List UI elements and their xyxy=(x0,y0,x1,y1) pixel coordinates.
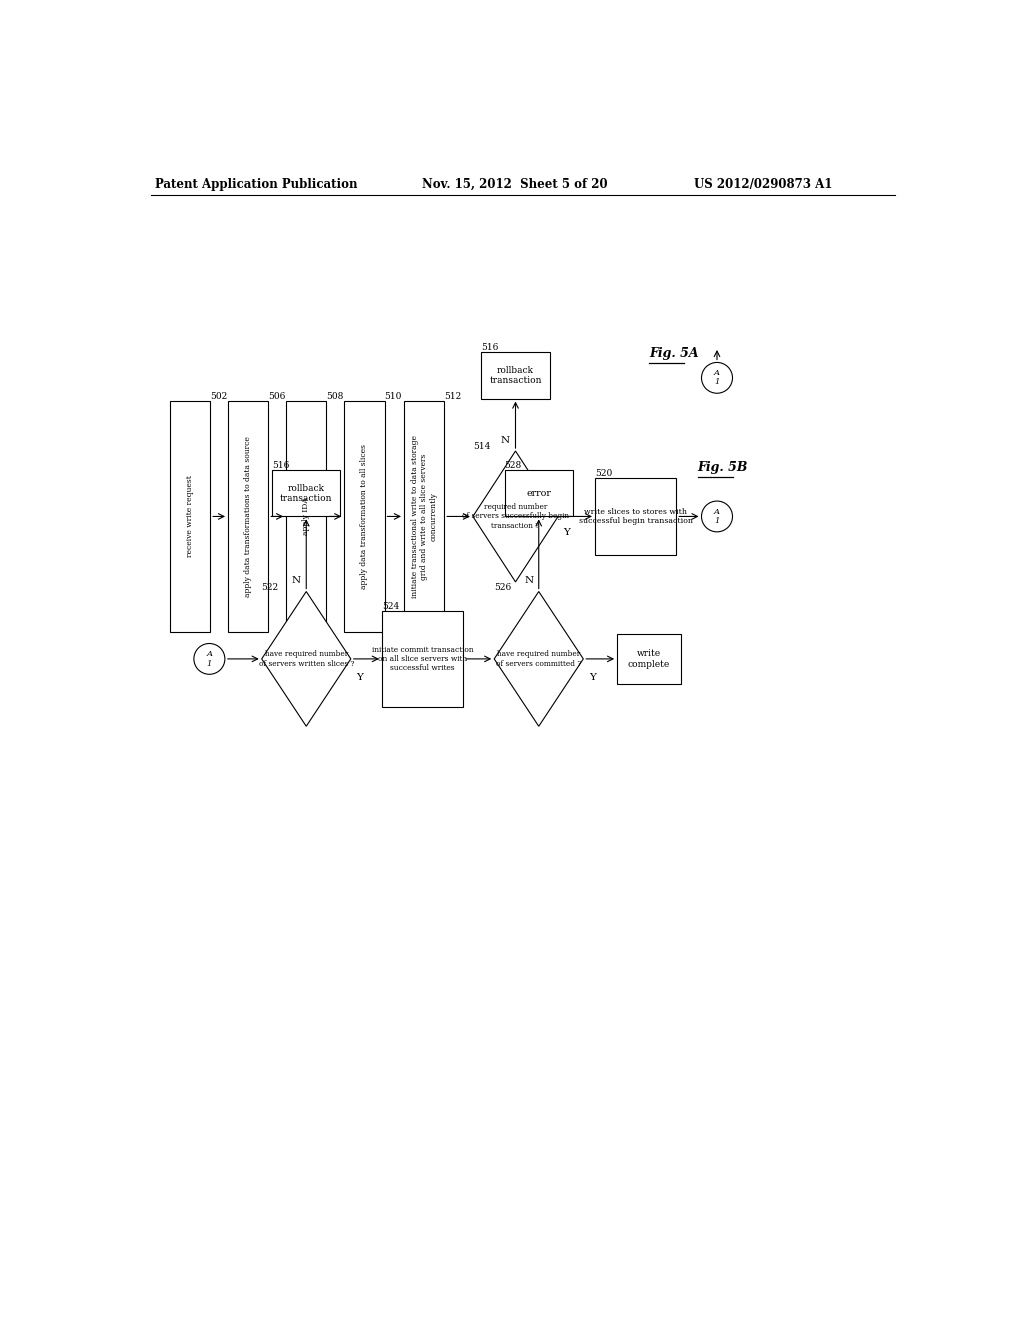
FancyBboxPatch shape xyxy=(617,634,681,684)
Text: 522: 522 xyxy=(262,582,279,591)
FancyBboxPatch shape xyxy=(403,401,444,632)
Text: N: N xyxy=(292,577,301,585)
Text: required number
of servers successfully begin
transaction ?: required number of servers successfully … xyxy=(462,503,569,529)
Text: apply IDA: apply IDA xyxy=(302,498,310,536)
Text: have required number
of servers written slices ?: have required number of servers written … xyxy=(259,651,354,668)
FancyBboxPatch shape xyxy=(595,478,676,554)
Text: 516: 516 xyxy=(272,461,290,470)
Circle shape xyxy=(701,363,732,393)
Text: 528: 528 xyxy=(505,461,522,470)
Text: receive write request: receive write request xyxy=(186,475,194,557)
Text: N: N xyxy=(524,577,534,585)
Text: initiate transactional write to data storage
grid and write to all slice servers: initiate transactional write to data sto… xyxy=(411,436,437,598)
FancyBboxPatch shape xyxy=(286,401,327,632)
Text: Nov. 15, 2012  Sheet 5 of 20: Nov. 15, 2012 Sheet 5 of 20 xyxy=(423,178,608,190)
Text: US 2012/0290873 A1: US 2012/0290873 A1 xyxy=(693,178,833,190)
Text: Fig. 5A: Fig. 5A xyxy=(649,347,698,360)
Text: Y: Y xyxy=(356,673,364,681)
Text: rollback
transaction: rollback transaction xyxy=(489,366,542,385)
Text: have required number
of servers committed ?: have required number of servers committe… xyxy=(496,651,582,668)
FancyBboxPatch shape xyxy=(481,352,550,399)
Text: 502: 502 xyxy=(210,392,227,401)
FancyBboxPatch shape xyxy=(344,401,385,632)
Text: write slices to stores with
successful begin transaction: write slices to stores with successful b… xyxy=(579,508,692,525)
Text: apply data transformation to all slices: apply data transformation to all slices xyxy=(360,444,369,589)
Text: 506: 506 xyxy=(268,392,286,401)
Text: 512: 512 xyxy=(444,392,462,401)
Text: 510: 510 xyxy=(385,392,401,401)
Text: 514: 514 xyxy=(473,442,490,451)
Text: 520: 520 xyxy=(595,469,612,478)
FancyBboxPatch shape xyxy=(170,401,210,632)
Text: 524: 524 xyxy=(382,602,399,611)
Text: Patent Application Publication: Patent Application Publication xyxy=(155,178,357,190)
Polygon shape xyxy=(495,591,584,726)
Text: A
1: A 1 xyxy=(714,508,720,525)
Text: 516: 516 xyxy=(481,343,499,352)
Text: Fig. 5B: Fig. 5B xyxy=(697,461,749,474)
FancyBboxPatch shape xyxy=(382,611,463,708)
Polygon shape xyxy=(473,451,558,582)
FancyBboxPatch shape xyxy=(505,470,572,516)
Text: write
complete: write complete xyxy=(628,649,670,669)
Text: 508: 508 xyxy=(327,392,344,401)
Text: N: N xyxy=(501,436,510,445)
Text: Y: Y xyxy=(563,528,570,537)
Text: apply data transformations to data source: apply data transformations to data sourc… xyxy=(244,436,252,597)
Text: initiate commit transaction
on all slice servers with
successful writes: initiate commit transaction on all slice… xyxy=(372,645,473,672)
Text: rollback
transaction: rollback transaction xyxy=(280,483,333,503)
Text: 526: 526 xyxy=(495,582,511,591)
Text: A
1: A 1 xyxy=(207,651,212,668)
FancyBboxPatch shape xyxy=(228,401,268,632)
Circle shape xyxy=(701,502,732,532)
Text: A
1: A 1 xyxy=(714,370,720,387)
Circle shape xyxy=(194,644,225,675)
Polygon shape xyxy=(262,591,351,726)
FancyBboxPatch shape xyxy=(272,470,340,516)
Text: error: error xyxy=(526,488,551,498)
Text: Y: Y xyxy=(589,673,596,681)
